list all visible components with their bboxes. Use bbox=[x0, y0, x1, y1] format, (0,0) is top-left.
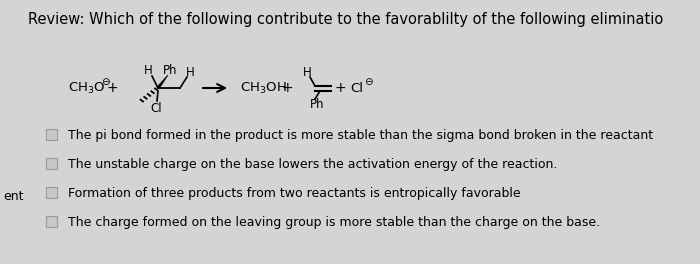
Text: Review: Which of the following contribute to the favorablilty of the following e: Review: Which of the following contribut… bbox=[28, 12, 664, 27]
Text: H: H bbox=[186, 67, 195, 79]
Text: ⊖: ⊖ bbox=[101, 77, 110, 87]
Text: Cl: Cl bbox=[350, 82, 363, 95]
Text: +: + bbox=[334, 81, 346, 95]
FancyBboxPatch shape bbox=[46, 158, 57, 169]
FancyBboxPatch shape bbox=[46, 216, 57, 227]
Text: CH$_3$OH: CH$_3$OH bbox=[240, 81, 286, 96]
Text: +: + bbox=[106, 81, 118, 95]
Text: The charge formed on the leaving group is more stable than the charge on the bas: The charge formed on the leaving group i… bbox=[68, 216, 600, 229]
Text: H: H bbox=[302, 65, 312, 78]
Text: Formation of three products from two reactants is entropically favorable: Formation of three products from two rea… bbox=[68, 187, 521, 200]
Text: The pi bond formed in the product is more stable than the sigma bond broken in t: The pi bond formed in the product is mor… bbox=[68, 129, 653, 142]
Text: H: H bbox=[144, 64, 153, 78]
Polygon shape bbox=[157, 75, 168, 89]
Text: The unstable charge on the base lowers the activation energy of the reaction.: The unstable charge on the base lowers t… bbox=[68, 158, 557, 171]
Text: +: + bbox=[281, 81, 293, 95]
Text: ent: ent bbox=[3, 191, 24, 204]
FancyBboxPatch shape bbox=[46, 187, 57, 198]
Text: ⊖: ⊖ bbox=[364, 77, 372, 87]
Text: Cl: Cl bbox=[150, 101, 162, 115]
FancyBboxPatch shape bbox=[46, 129, 57, 140]
Text: CH$_3$O: CH$_3$O bbox=[68, 81, 105, 96]
Text: Ph: Ph bbox=[309, 97, 324, 111]
Text: Ph: Ph bbox=[162, 64, 177, 78]
